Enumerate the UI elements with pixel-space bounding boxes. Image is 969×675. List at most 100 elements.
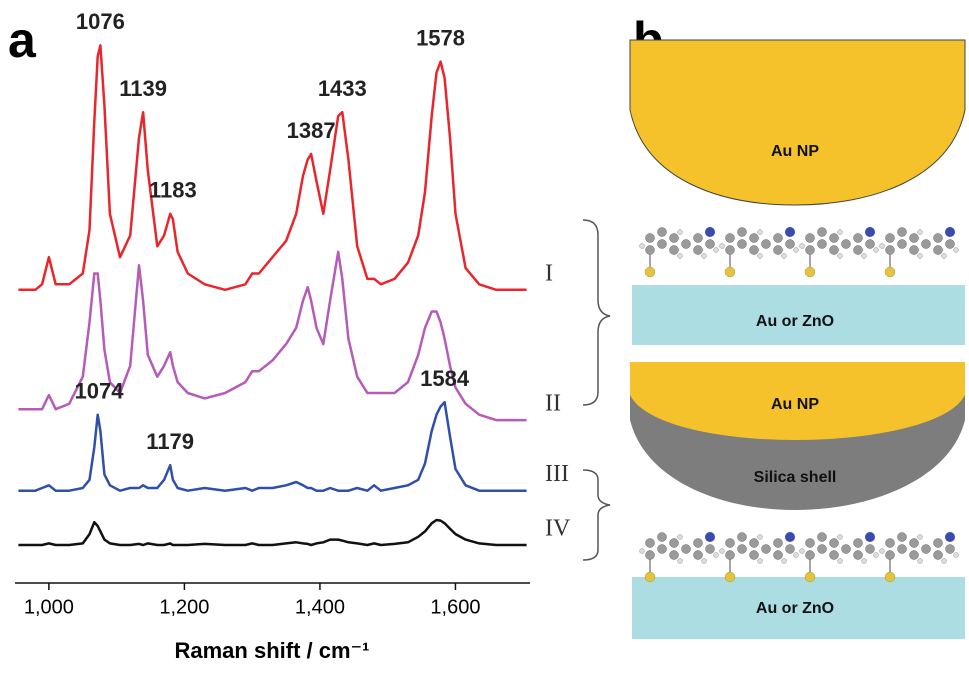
hydrogen-atom [794, 248, 799, 253]
carbon-atom [694, 551, 703, 560]
substrate-label: Au or ZnO [756, 313, 834, 330]
carbon-atom [898, 228, 907, 237]
particle-label: Au NP [771, 143, 819, 160]
sulfur-atom [885, 572, 895, 582]
carbon-atom [886, 539, 895, 548]
carbon-atom [898, 240, 907, 249]
hydrogen-atom [862, 559, 867, 564]
carbon-atom [946, 545, 955, 554]
carbon-atom [750, 539, 759, 548]
hydrogen-atom [782, 254, 787, 259]
carbon-atom [682, 240, 691, 249]
carbon-atom [806, 551, 815, 560]
shell-label: Silica shell [754, 469, 837, 486]
nitrogen-atom [945, 532, 955, 542]
peak-label: 1387 [287, 118, 336, 143]
sulfur-atom [725, 572, 735, 582]
carbon-atom [726, 246, 735, 255]
carbon-atom [818, 240, 827, 249]
substrate-label: Au or ZnO [756, 600, 834, 617]
carbon-atom [658, 228, 667, 237]
carbon-atom [818, 533, 827, 542]
carbon-atom [854, 539, 863, 548]
carbon-atom [842, 545, 851, 554]
hydrogen-atom [678, 254, 683, 259]
carbon-atom [842, 240, 851, 249]
carbon-atom [670, 234, 679, 243]
hydrogen-atom [678, 559, 683, 564]
sulfur-atom [805, 572, 815, 582]
carbon-atom [922, 240, 931, 249]
x-tick-label: 1,400 [295, 596, 345, 618]
hydrogen-atom [782, 559, 787, 564]
carbon-atom [830, 234, 839, 243]
carbon-atom [694, 234, 703, 243]
carbon-atom [658, 240, 667, 249]
hydrogen-atom [838, 230, 843, 235]
hydrogen-atom [918, 230, 923, 235]
carbon-atom [726, 234, 735, 243]
x-tick-label: 1,200 [159, 596, 209, 618]
hydrogen-atom [880, 549, 885, 554]
hydrogen-atom [838, 254, 843, 259]
hydrogen-atom [758, 559, 763, 564]
hydrogen-atom [714, 248, 719, 253]
hydrogen-atom [918, 254, 923, 259]
hydrogen-atom [838, 559, 843, 564]
sulfur-atom [645, 267, 655, 277]
hydrogen-atom [702, 559, 707, 564]
carbon-atom [774, 246, 783, 255]
carbon-atom [910, 246, 919, 255]
carbon-atom [898, 533, 907, 542]
x-tick-label: 1,600 [430, 596, 480, 618]
carbon-atom [750, 234, 759, 243]
carbon-atom [726, 551, 735, 560]
sulfur-atom [805, 267, 815, 277]
carbon-atom [738, 545, 747, 554]
carbon-atom [762, 545, 771, 554]
carbon-atom [750, 551, 759, 560]
nitrogen-atom [945, 227, 955, 237]
peak-label: 1584 [420, 366, 470, 391]
carbon-atom [646, 539, 655, 548]
hydrogen-atom [918, 535, 923, 540]
hydrogen-atom [720, 549, 725, 554]
carbon-atom [910, 539, 919, 548]
hydrogen-atom [800, 549, 805, 554]
carbon-atom [738, 228, 747, 237]
carbon-atom [830, 551, 839, 560]
carbon-atom [750, 246, 759, 255]
carbon-atom [934, 234, 943, 243]
carbon-atom [774, 551, 783, 560]
series-label: IV [545, 515, 571, 541]
x-axis-label: Raman shift / cm⁻¹ [175, 638, 370, 663]
nitrogen-atom [705, 227, 715, 237]
hydrogen-atom [702, 254, 707, 259]
carbon-atom [946, 240, 955, 249]
panel-label: a [8, 12, 37, 68]
hydrogen-atom [640, 549, 645, 554]
nitrogen-atom [865, 227, 875, 237]
hydrogen-atom [954, 553, 959, 558]
carbon-atom [646, 246, 655, 255]
carbon-atom [934, 551, 943, 560]
nitrogen-atom [865, 532, 875, 542]
nitrogen-atom [785, 532, 795, 542]
carbon-atom [910, 234, 919, 243]
carbon-atom [682, 545, 691, 554]
carbon-atom [922, 545, 931, 554]
hydrogen-atom [942, 254, 947, 259]
carbon-atom [694, 246, 703, 255]
series-label: I [545, 260, 553, 286]
carbon-atom [866, 240, 875, 249]
carbon-atom [670, 246, 679, 255]
carbon-atom [934, 539, 943, 548]
hydrogen-atom [678, 535, 683, 540]
carbon-atom [910, 551, 919, 560]
hydrogen-atom [954, 248, 959, 253]
carbon-atom [646, 551, 655, 560]
sulfur-atom [645, 572, 655, 582]
carbon-atom [806, 246, 815, 255]
carbon-atom [934, 246, 943, 255]
carbon-atom [694, 539, 703, 548]
